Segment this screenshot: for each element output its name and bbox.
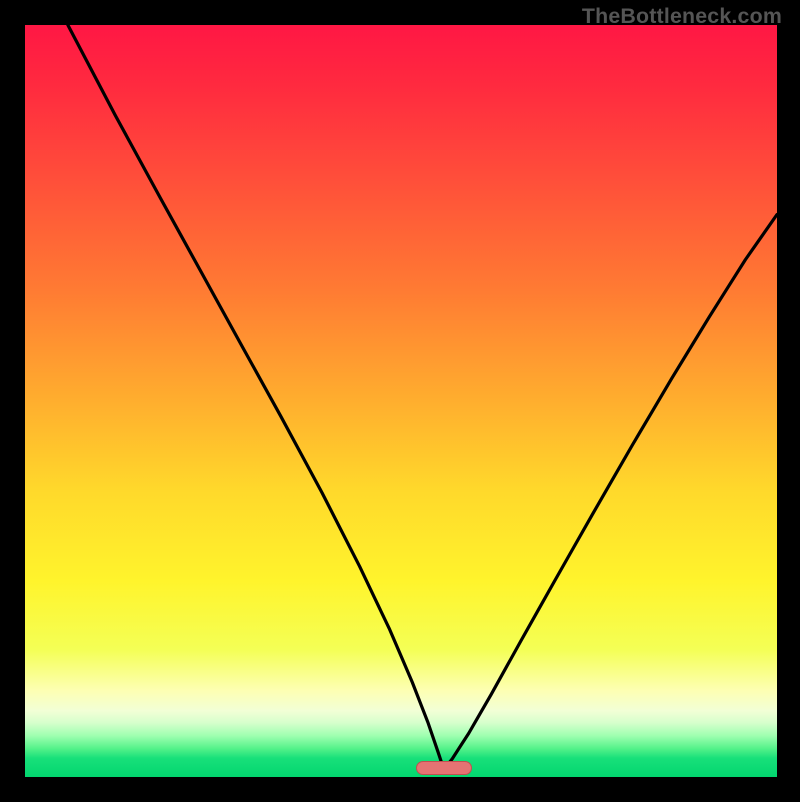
frame-right [777,0,800,802]
watermark-text: TheBottleneck.com [582,4,782,29]
chart-container: TheBottleneck.com [0,0,800,800]
current-position-marker [416,761,472,775]
frame-left [0,0,25,802]
gradient-background [25,25,777,777]
frame-bottom [0,777,800,802]
bottleneck-chart [0,0,800,800]
